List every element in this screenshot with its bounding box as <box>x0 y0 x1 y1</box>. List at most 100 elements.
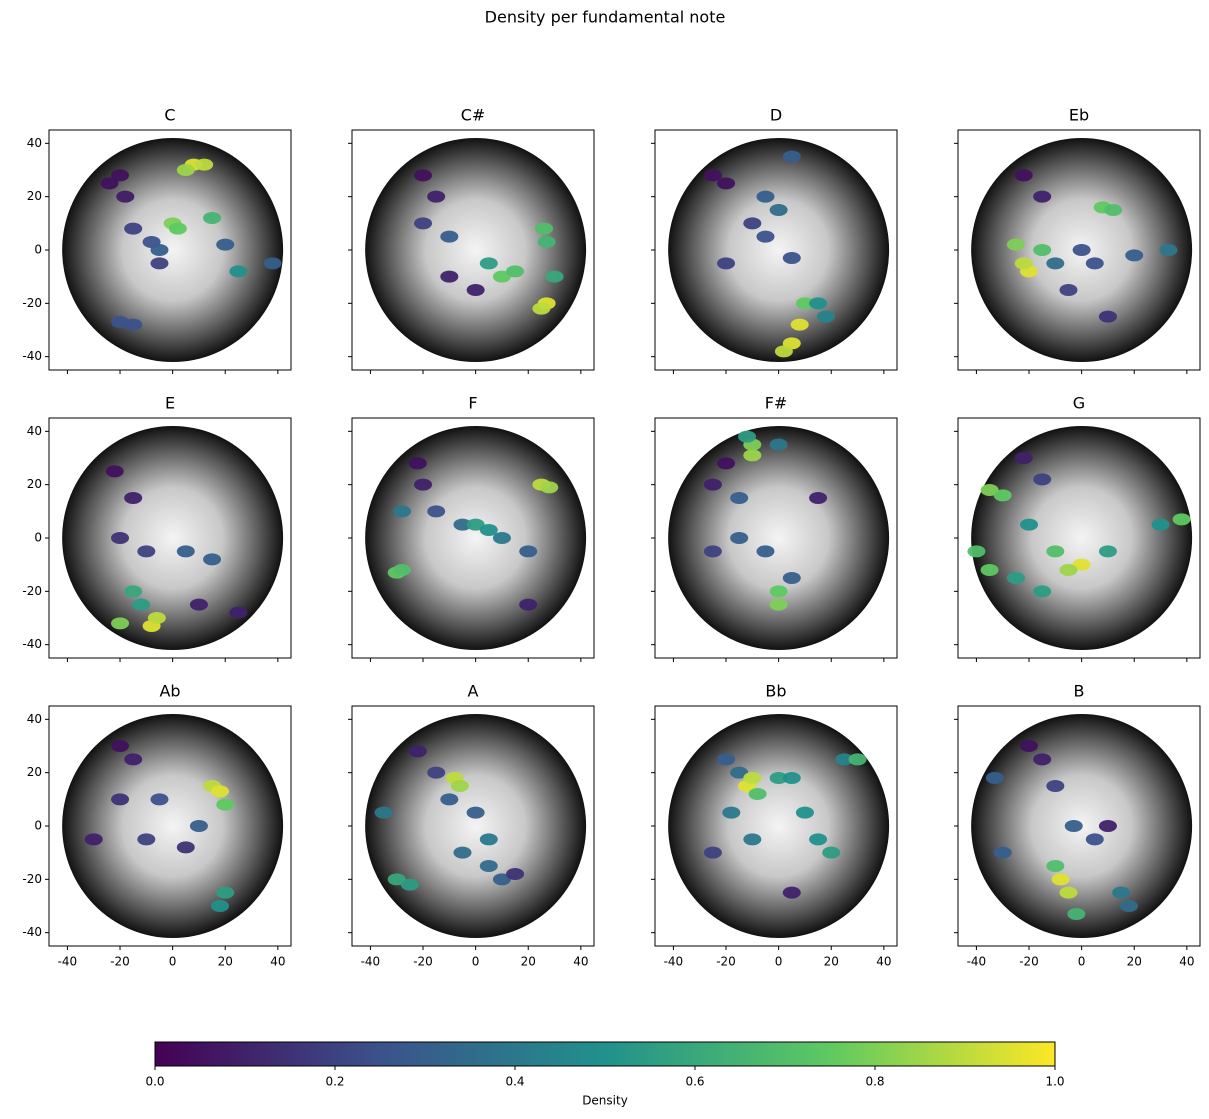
y-tick-label: 20 <box>27 477 42 491</box>
point <box>111 169 130 182</box>
point <box>1046 257 1065 270</box>
point <box>822 846 841 859</box>
background-cloud <box>668 714 890 938</box>
y-tick-label: 20 <box>27 189 42 203</box>
point <box>176 164 195 176</box>
x-tick-label: -20 <box>1019 955 1039 969</box>
point <box>993 489 1012 502</box>
point <box>1046 860 1065 872</box>
point <box>1067 908 1086 920</box>
point <box>782 886 801 899</box>
point <box>229 606 248 619</box>
x-tick-label: 40 <box>573 955 588 969</box>
point <box>1172 513 1191 526</box>
point <box>1059 284 1078 296</box>
subplot-title: Ab <box>159 682 180 701</box>
point <box>1098 545 1117 558</box>
subplot: D <box>651 106 898 374</box>
point <box>116 190 135 203</box>
x-tick-label: -40 <box>664 955 684 969</box>
point <box>216 798 235 811</box>
point <box>730 532 749 544</box>
point <box>756 545 775 558</box>
point <box>782 772 801 784</box>
point <box>408 457 427 470</box>
point <box>1020 518 1039 531</box>
point <box>1098 310 1117 323</box>
point <box>111 793 130 806</box>
background-cloud <box>365 426 587 650</box>
subplot-title: C# <box>461 106 486 125</box>
point <box>137 833 156 846</box>
point <box>392 564 411 576</box>
point <box>124 318 143 331</box>
point <box>738 430 757 443</box>
point <box>782 572 801 584</box>
background-cloud <box>668 138 890 362</box>
subplot-title: F <box>468 394 477 413</box>
point <box>748 788 767 800</box>
point <box>1033 473 1052 486</box>
point <box>537 236 556 248</box>
point <box>1046 780 1065 792</box>
point <box>492 532 511 544</box>
y-tick-label: -40 <box>22 637 42 651</box>
point <box>111 532 130 544</box>
x-tick-label: -40 <box>58 955 78 969</box>
point <box>466 518 485 531</box>
subplot-title: F# <box>765 394 788 413</box>
x-tick-label: 20 <box>1127 955 1142 969</box>
point <box>479 833 498 846</box>
point <box>1033 190 1052 203</box>
point <box>769 438 788 451</box>
subplot: E -40 -20 0 20 40 <box>22 394 292 662</box>
point <box>203 553 222 566</box>
y-tick-label: 40 <box>27 712 42 726</box>
background-cloud <box>62 426 284 650</box>
point <box>105 465 124 478</box>
point <box>743 449 762 462</box>
x-tick-label: 40 <box>270 955 285 969</box>
x-tick-label: 0 <box>775 955 783 969</box>
point <box>427 505 446 518</box>
point <box>1033 585 1052 598</box>
point <box>1085 257 1104 270</box>
point <box>535 222 554 235</box>
point <box>453 846 472 859</box>
point <box>774 345 793 358</box>
subplot: F# <box>651 394 898 662</box>
point <box>717 457 736 470</box>
point <box>440 793 459 806</box>
point <box>427 766 446 779</box>
point <box>782 252 801 264</box>
y-tick-label: 0 <box>34 819 42 833</box>
point <box>216 238 235 251</box>
point <box>387 873 406 886</box>
point <box>1014 257 1033 270</box>
point <box>124 753 143 766</box>
point <box>1020 740 1039 752</box>
x-tick-label: -20 <box>413 955 433 969</box>
background-cloud <box>62 714 284 938</box>
point <box>216 886 235 899</box>
point <box>1046 545 1065 558</box>
point <box>795 297 814 310</box>
point <box>263 257 282 270</box>
point <box>816 310 835 323</box>
y-tick-label: 20 <box>27 765 42 779</box>
point <box>132 598 151 611</box>
x-tick-label: 20 <box>824 955 839 969</box>
point <box>124 222 143 235</box>
point <box>168 222 187 235</box>
point <box>414 217 433 230</box>
y-tick-label: 40 <box>27 424 42 438</box>
subplot: Bb -40 -20 0 20 40 <box>651 682 898 969</box>
point <box>848 753 867 766</box>
colorbar-tick-label: 0.4 <box>505 1075 524 1089</box>
point <box>453 518 472 531</box>
point <box>769 598 788 611</box>
x-tick-label: 40 <box>876 955 891 969</box>
point <box>176 545 195 558</box>
point <box>414 478 433 491</box>
